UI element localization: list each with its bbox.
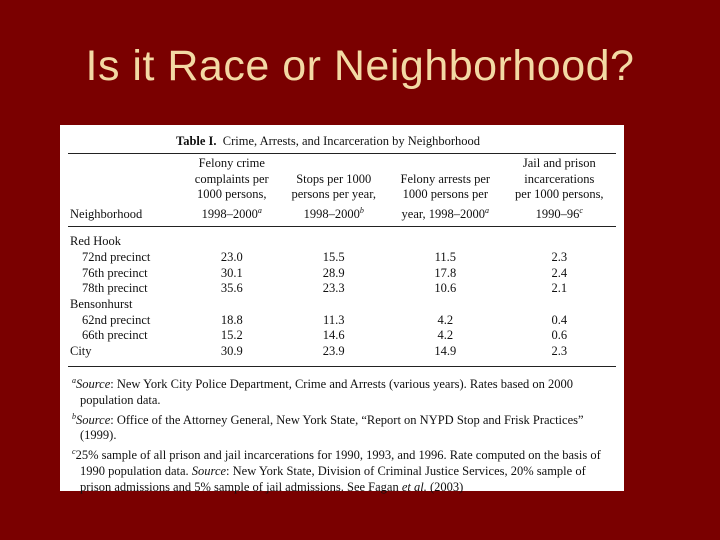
footnote-c: c25% sample of all prison and jail incar… — [72, 447, 601, 495]
row-label: 76th precinct — [82, 265, 148, 280]
row-label: 66th precinct — [82, 328, 148, 343]
table-cell: 30.1 — [220, 265, 243, 280]
table-cell: 10.6 — [434, 281, 457, 296]
crime-table: Neighborhood Felony crime complaints per… — [68, 152, 616, 367]
table-row: 62nd precinct 18.8 11.3 4.2 0.4 — [68, 313, 616, 329]
table-cell: 23.9 — [279, 344, 388, 367]
table-row: 72nd precinct 23.0 15.5 11.5 2.3 — [68, 250, 616, 266]
table-caption-label: Table I. — [176, 134, 217, 148]
table-body: Red Hook 72nd precinct 23.0 15.5 11.5 2.… — [68, 227, 616, 367]
table-cell: 23.3 — [322, 281, 345, 296]
table-row: 78th precinct 35.6 23.3 10.6 2.1 — [68, 281, 616, 297]
table-cell: 15.2 — [220, 328, 243, 343]
table-cell — [503, 227, 616, 250]
table-cell: 2.4 — [551, 265, 568, 280]
table-row: City 30.9 23.9 14.9 2.3 — [68, 344, 616, 367]
table-row: Red Hook — [68, 227, 616, 250]
header-felony-complaints: Felony crime complaints per 1000 persons… — [184, 152, 280, 228]
footnote-b: bSource: Office of the Attorney General,… — [72, 411, 584, 443]
footnote-a: aSource: New York City Police Department… — [72, 375, 574, 407]
table-cell: 4.2 — [437, 328, 454, 343]
header-stops: Stops per 1000 persons per year, 1998–20… — [279, 152, 388, 228]
row-label: 62nd precinct — [82, 312, 151, 327]
table-cell: 2.3 — [502, 344, 616, 367]
table-cell: 30.9 — [184, 344, 280, 367]
header-incarcerations: Jail and prison incarcerations per 1000 … — [502, 152, 616, 228]
table-cell: 28.9 — [322, 265, 345, 280]
table-cell: 14.6 — [322, 328, 345, 343]
table-caption-text: Crime, Arrests, and Incarceration by Nei… — [222, 134, 480, 148]
table-cell: 17.8 — [434, 265, 457, 280]
table-cell — [503, 297, 616, 313]
table-cell: 18.8 — [220, 312, 243, 327]
table-cell — [280, 227, 388, 250]
header-neighborhood: Neighborhood — [68, 152, 184, 228]
row-label: 72nd precinct — [82, 249, 151, 264]
table-cell: 2.3 — [551, 249, 568, 264]
table-cell — [280, 297, 388, 313]
row-label: Bensonhurst — [70, 296, 133, 311]
table-row: 66th precinct 15.2 14.6 4.2 0.6 — [68, 328, 616, 344]
table-cell — [388, 297, 503, 313]
row-label: City — [68, 344, 184, 367]
table-footnotes: aSource: New York City Police Department… — [68, 373, 616, 496]
table-cell — [388, 227, 503, 250]
table-row: 76th precinct 30.1 28.9 17.8 2.4 — [68, 266, 616, 282]
table-cell: 11.5 — [434, 249, 456, 264]
table-cell: 11.3 — [323, 312, 345, 327]
slide-title: Is it Race or Neighborhood? — [85, 42, 635, 90]
header-felony-arrests: Felony arrests per 1000 persons per year… — [387, 152, 503, 228]
table-cell: 0.6 — [551, 328, 568, 343]
row-label: Red Hook — [70, 234, 122, 249]
table-caption: Table I. Crime, Arrests, and Incarcerati… — [68, 133, 616, 149]
table-cell — [184, 297, 280, 313]
table-cell: 35.6 — [220, 281, 243, 296]
table-cell: 0.4 — [551, 312, 568, 327]
table-image: Table I. Crime, Arrests, and Incarcerati… — [60, 125, 624, 494]
table-cell: 14.9 — [387, 344, 503, 367]
table-row: Bensonhurst — [68, 297, 616, 313]
table-cell: 2.1 — [551, 281, 568, 296]
row-label: 78th precinct — [82, 281, 148, 296]
table-header-row: Neighborhood Felony crime complaints per… — [68, 152, 616, 228]
table-cell: 23.0 — [220, 249, 243, 264]
table-cell — [184, 227, 280, 250]
table-cell: 4.2 — [437, 312, 454, 327]
table-cell: 15.5 — [322, 249, 345, 264]
